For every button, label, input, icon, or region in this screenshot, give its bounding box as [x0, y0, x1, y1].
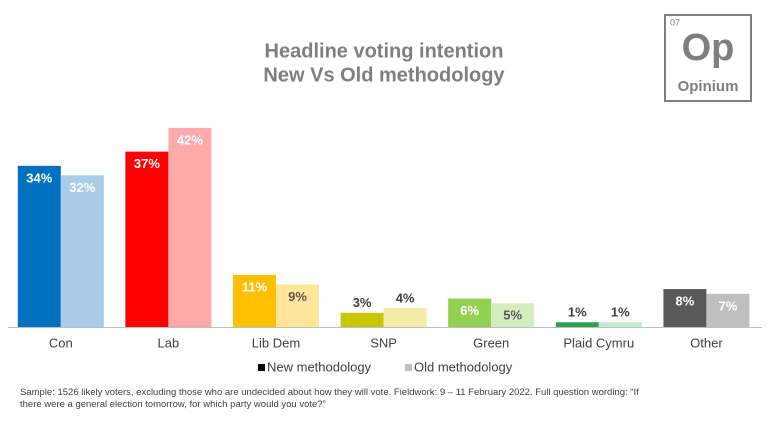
legend-marker — [258, 364, 265, 371]
bar — [448, 298, 492, 327]
logo-number: 07 — [670, 17, 680, 27]
x-tick-label: Con — [49, 335, 73, 350]
bar — [706, 293, 750, 327]
logo-symbol: Op — [682, 27, 735, 69]
data-label: 3% — [353, 295, 372, 310]
data-label: 11% — [242, 279, 268, 294]
legend-label: New methodology — [267, 359, 372, 374]
chart-title: Headline voting intention — [265, 40, 504, 62]
footnote: Sample: 1526 likely voters, excluding th… — [20, 387, 639, 410]
x-tick-label: Lab — [158, 335, 180, 350]
data-label: 32% — [69, 180, 95, 195]
bar — [233, 274, 276, 327]
data-label: 1% — [568, 305, 587, 320]
data-label: 7% — [719, 298, 738, 313]
bar — [60, 175, 104, 327]
x-tick-label: Plaid Cymru — [563, 335, 634, 350]
x-tick-label: Other — [690, 335, 723, 350]
bar — [491, 303, 535, 327]
data-label: 34% — [26, 170, 52, 185]
footnote-text: Sample: 1526 likely voters, excluding th… — [20, 387, 639, 398]
bar — [340, 312, 384, 327]
data-label: 8% — [676, 294, 695, 309]
bar — [125, 151, 169, 327]
bar — [598, 322, 642, 327]
bar — [555, 322, 599, 327]
data-label: 42% — [177, 132, 203, 147]
x-tick-label: Green — [473, 335, 509, 350]
bar — [168, 127, 212, 327]
bar — [383, 308, 427, 327]
logo-name: Opinium — [678, 78, 739, 95]
legend-label: Old methodology — [414, 359, 513, 374]
data-label: 37% — [134, 156, 160, 171]
x-tick-label: Lib Dem — [252, 335, 300, 350]
x-tick-label: SNP — [370, 335, 397, 350]
data-label: 5% — [503, 308, 522, 323]
data-label: 1% — [611, 305, 630, 320]
footnote-text: there were a general election tomorrow, … — [20, 399, 326, 410]
data-label: 4% — [396, 290, 415, 305]
bar — [663, 289, 707, 327]
data-label: 9% — [288, 289, 307, 304]
legend-marker — [405, 364, 412, 371]
bar — [276, 284, 319, 327]
bar — [17, 165, 61, 327]
data-label: 6% — [460, 303, 479, 318]
chart-subtitle: New Vs Old methodology — [263, 64, 505, 86]
logo-box — [664, 14, 752, 102]
